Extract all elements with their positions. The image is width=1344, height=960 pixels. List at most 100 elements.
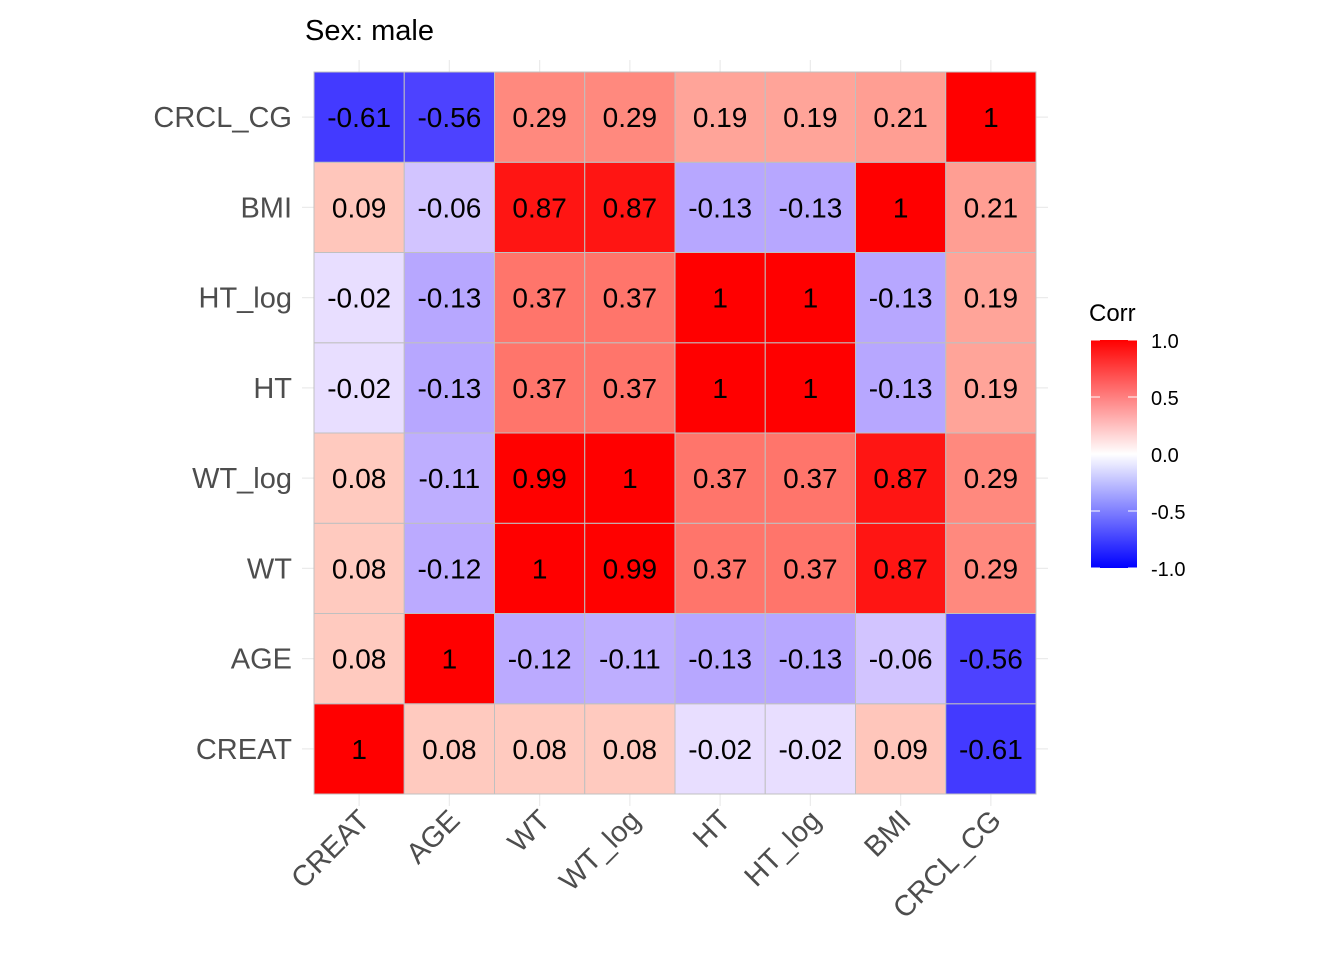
cell-value-label: -0.11	[419, 463, 481, 494]
cell-value-label: 0.09	[332, 192, 387, 223]
heatmap-cell-CREAT-HT	[674, 703, 766, 795]
cell-value-label: 1	[803, 283, 819, 314]
cell-value-label: 0.08	[422, 734, 477, 765]
y-tick-label: BMI	[240, 192, 292, 224]
cell-value-label: 0.37	[693, 463, 748, 494]
heatmap-cell-HT-AGE	[403, 342, 495, 434]
heatmap-cell-CREAT-CREAT	[313, 703, 405, 795]
cell-value-label: -0.13	[417, 373, 481, 404]
cell-value-label: 1	[893, 192, 909, 223]
heatmap-cell-CREAT-BMI	[855, 703, 947, 795]
cell-value-label: -0.02	[688, 734, 752, 765]
cell-value-label: 0.08	[332, 644, 387, 675]
cell-value-label: -0.12	[508, 644, 572, 675]
cell-value-label: 1	[712, 283, 728, 314]
heatmap-cell-BMI-CREAT	[313, 161, 405, 253]
heatmap-cell-CRCL_CG-CRCL_CG	[945, 71, 1037, 163]
chart-title: Sex: male	[305, 15, 434, 47]
cell-value-label: 1	[983, 102, 999, 133]
cell-value-label: -0.13	[688, 192, 752, 223]
cell-value-label: -0.12	[417, 553, 481, 584]
heatmap-cell-CRCL_CG-AGE	[403, 71, 495, 163]
heatmap-cell-CRCL_CG-WT_log	[584, 71, 676, 163]
heatmap-cell-CREAT-AGE	[403, 703, 495, 795]
cell-value-label: 0.08	[603, 734, 658, 765]
heatmap-cell-CREAT-CRCL_CG	[945, 703, 1037, 795]
legend-title: Corr	[1089, 300, 1136, 327]
heatmap-cell-WT-HT	[674, 522, 766, 614]
heatmap-cell-CREAT-WT	[494, 703, 586, 795]
x-tick-label: WT	[502, 804, 557, 859]
cell-value-label: -0.02	[778, 734, 842, 765]
cell-value-label: 0.29	[964, 553, 1019, 584]
heatmap-cell-AGE-CREAT	[313, 613, 405, 705]
cell-value-label: 0.29	[964, 463, 1019, 494]
cell-value-label: 1	[803, 373, 819, 404]
cell-value-label: 0.87	[512, 192, 567, 223]
cell-value-label: -0.61	[959, 734, 1023, 765]
cell-value-label: -0.56	[959, 644, 1023, 675]
heatmap-cell-HT_log-BMI	[855, 252, 947, 344]
heatmap-cell-BMI-WT	[494, 161, 586, 253]
cell-labels: 1 0.08 0.08 0.08 -0.02 -0.02 0.09 -0.61 0.08 1 -0.…	[327, 102, 1023, 765]
cell-value-label: 0.29	[512, 102, 567, 133]
heatmap-cell-WT_log-HT_log	[764, 432, 856, 524]
heatmap-cell-AGE-AGE	[403, 613, 495, 705]
cell-value-label: 0.08	[332, 553, 387, 584]
cell-value-label: 0.08	[332, 463, 387, 494]
cell-value-label: -0.02	[327, 373, 391, 404]
cell-value-label: -0.02	[327, 283, 391, 314]
heatmap-cell-HT-CRCL_CG	[945, 342, 1037, 434]
heatmap-cell-CRCL_CG-BMI	[855, 71, 947, 163]
cell-value-label: 1	[532, 553, 548, 584]
legend-tick-label: 0.0	[1151, 445, 1179, 467]
cell-value-label: 0.37	[783, 553, 838, 584]
y-axis-ticks: CREAT AGE WT WT_log HT HT_log BMI CRCL_CG	[153, 102, 292, 766]
x-tick-label: AGE	[400, 804, 466, 870]
heatmap-cell-HT_log-WT_log	[584, 252, 676, 344]
cell-value-label: 0.37	[603, 373, 658, 404]
heatmap-cell-WT_log-BMI	[855, 432, 947, 524]
cell-value-label: 0.37	[693, 553, 748, 584]
cell-value-label: -0.06	[417, 192, 481, 223]
heatmap-cell-CRCL_CG-WT	[494, 71, 586, 163]
heatmap-cell-BMI-HT_log	[764, 161, 856, 253]
cell-value-label: 1	[442, 644, 458, 675]
cell-value-label: 0.99	[603, 553, 658, 584]
x-tick-label: HT	[687, 804, 737, 854]
cell-value-label: 0.37	[512, 373, 567, 404]
heatmap-cell-CREAT-HT_log	[764, 703, 856, 795]
heatmap-cell-HT-WT	[494, 342, 586, 434]
legend-ticks: 1.0 0.5 0.0 -0.5 -1.0	[1091, 331, 1185, 581]
heatmap-cell-AGE-WT_log	[584, 613, 676, 705]
heatmap-cell-WT-WT	[494, 522, 586, 614]
heatmap-cells	[313, 71, 1037, 795]
color-legend: Corr 1.0 0.5 0.0 -0.5 -1.0	[1089, 300, 1185, 581]
heatmap-cell-CRCL_CG-HT_log	[764, 71, 856, 163]
heatmap-cell-CRCL_CG-HT	[674, 71, 766, 163]
heatmap-cell-AGE-HT	[674, 613, 766, 705]
heatmap-cell-WT-WT_log	[584, 522, 676, 614]
cell-value-label: 0.87	[603, 192, 658, 223]
legend-tick-label: -1.0	[1151, 559, 1185, 581]
x-tick-label: CREAT	[285, 804, 376, 895]
cell-value-label: 0.09	[873, 734, 928, 765]
y-tick-label: CREAT	[196, 734, 292, 766]
cell-value-label: 0.19	[693, 102, 748, 133]
cell-value-label: 0.29	[603, 102, 658, 133]
legend-tick-label: 0.5	[1151, 388, 1179, 410]
x-tick-label: HT_log	[739, 804, 828, 893]
heatmap-cell-AGE-BMI	[855, 613, 947, 705]
heatmap-cell-BMI-HT	[674, 161, 766, 253]
heatmap-cell-HT_log-HT	[674, 252, 766, 344]
cell-value-label: -0.13	[869, 283, 933, 314]
cell-value-label: -0.13	[869, 373, 933, 404]
heatmap-cell-HT-HT_log	[764, 342, 856, 434]
heatmap-cell-WT_log-AGE	[403, 432, 495, 524]
cell-value-label: -0.56	[417, 102, 481, 133]
cell-value-label: 0.99	[512, 463, 567, 494]
y-tick-label: HT	[253, 373, 292, 405]
heatmap-cell-WT-CREAT	[313, 522, 405, 614]
